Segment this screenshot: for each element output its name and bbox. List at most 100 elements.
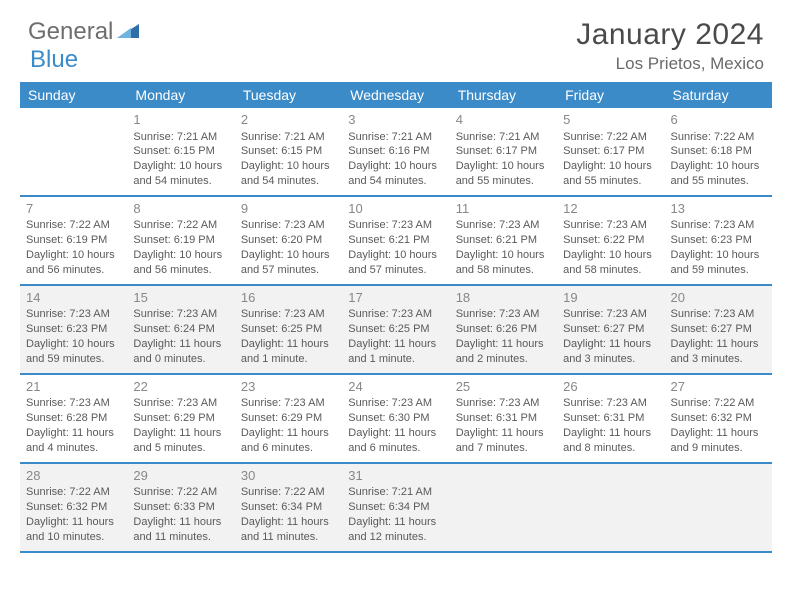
sunrise-text: Sunrise: 7:23 AM <box>456 218 553 233</box>
empty-cell <box>557 464 664 551</box>
daylight-text: Daylight: 11 hours <box>26 426 123 441</box>
sunset-text: Sunset: 6:21 PM <box>456 233 553 248</box>
sunset-text: Sunset: 6:29 PM <box>133 411 230 426</box>
brand-part1: General <box>28 18 113 46</box>
daylight-text: Daylight: 10 hours <box>26 248 123 263</box>
sunrise-text: Sunrise: 7:23 AM <box>671 218 768 233</box>
month-title: January 2024 <box>576 18 764 52</box>
dayname-header: Friday <box>557 82 664 108</box>
day-number: 24 <box>348 378 445 396</box>
day-number: 17 <box>348 289 445 307</box>
daylight-text: Daylight: 11 hours <box>26 515 123 530</box>
empty-cell <box>20 108 127 195</box>
day-number: 5 <box>563 111 660 129</box>
day-number: 8 <box>133 200 230 218</box>
day-number: 27 <box>671 378 768 396</box>
daylight-text: Daylight: 11 hours <box>348 337 445 352</box>
sunrise-text: Sunrise: 7:23 AM <box>348 307 445 322</box>
week-row: 21Sunrise: 7:23 AMSunset: 6:28 PMDayligh… <box>20 375 772 464</box>
day-number: 19 <box>563 289 660 307</box>
daylight-text: and 56 minutes. <box>133 263 230 278</box>
daylight-text: and 3 minutes. <box>671 352 768 367</box>
sunset-text: Sunset: 6:32 PM <box>26 500 123 515</box>
day-cell: 22Sunrise: 7:23 AMSunset: 6:29 PMDayligh… <box>127 375 234 462</box>
sunset-text: Sunset: 6:27 PM <box>671 322 768 337</box>
daylight-text: Daylight: 10 hours <box>563 159 660 174</box>
sunrise-text: Sunrise: 7:22 AM <box>563 130 660 145</box>
day-number: 21 <box>26 378 123 396</box>
daylight-text: and 58 minutes. <box>563 263 660 278</box>
sunset-text: Sunset: 6:34 PM <box>241 500 338 515</box>
sunset-text: Sunset: 6:24 PM <box>133 322 230 337</box>
day-cell: 12Sunrise: 7:23 AMSunset: 6:22 PMDayligh… <box>557 197 664 284</box>
sunset-text: Sunset: 6:25 PM <box>241 322 338 337</box>
day-cell: 1Sunrise: 7:21 AMSunset: 6:15 PMDaylight… <box>127 108 234 195</box>
daylight-text: Daylight: 10 hours <box>241 159 338 174</box>
sunset-text: Sunset: 6:19 PM <box>133 233 230 248</box>
daylight-text: and 4 minutes. <box>26 441 123 456</box>
day-number: 14 <box>26 289 123 307</box>
logo-triangle-icon <box>117 20 139 43</box>
sunset-text: Sunset: 6:27 PM <box>563 322 660 337</box>
day-cell: 11Sunrise: 7:23 AMSunset: 6:21 PMDayligh… <box>450 197 557 284</box>
day-number: 12 <box>563 200 660 218</box>
day-cell: 8Sunrise: 7:22 AMSunset: 6:19 PMDaylight… <box>127 197 234 284</box>
sunrise-text: Sunrise: 7:22 AM <box>671 396 768 411</box>
day-number: 9 <box>241 200 338 218</box>
empty-cell <box>665 464 772 551</box>
day-number: 29 <box>133 467 230 485</box>
sunset-text: Sunset: 6:28 PM <box>26 411 123 426</box>
sunrise-text: Sunrise: 7:21 AM <box>241 130 338 145</box>
sunset-text: Sunset: 6:31 PM <box>456 411 553 426</box>
sunset-text: Sunset: 6:25 PM <box>348 322 445 337</box>
daylight-text: and 55 minutes. <box>456 174 553 189</box>
day-cell: 13Sunrise: 7:23 AMSunset: 6:23 PMDayligh… <box>665 197 772 284</box>
sunrise-text: Sunrise: 7:23 AM <box>563 396 660 411</box>
daylight-text: Daylight: 11 hours <box>456 337 553 352</box>
day-number: 2 <box>241 111 338 129</box>
brand-part2: Blue <box>30 46 78 73</box>
location-label: Los Prietos, Mexico <box>576 54 764 74</box>
week-row: 14Sunrise: 7:23 AMSunset: 6:23 PMDayligh… <box>20 286 772 375</box>
day-number: 11 <box>456 200 553 218</box>
day-number: 3 <box>348 111 445 129</box>
sunset-text: Sunset: 6:16 PM <box>348 144 445 159</box>
page-header: General January 2024 Los Prietos, Mexico <box>0 0 792 82</box>
sunrise-text: Sunrise: 7:22 AM <box>26 218 123 233</box>
day-cell: 29Sunrise: 7:22 AMSunset: 6:33 PMDayligh… <box>127 464 234 551</box>
daylight-text: and 54 minutes. <box>133 174 230 189</box>
day-cell: 5Sunrise: 7:22 AMSunset: 6:17 PMDaylight… <box>557 108 664 195</box>
day-cell: 2Sunrise: 7:21 AMSunset: 6:15 PMDaylight… <box>235 108 342 195</box>
daylight-text: Daylight: 11 hours <box>241 515 338 530</box>
day-cell: 24Sunrise: 7:23 AMSunset: 6:30 PMDayligh… <box>342 375 449 462</box>
daylight-text: Daylight: 11 hours <box>133 515 230 530</box>
daylight-text: Daylight: 10 hours <box>133 159 230 174</box>
day-number: 18 <box>456 289 553 307</box>
daylight-text: Daylight: 10 hours <box>348 159 445 174</box>
sunset-text: Sunset: 6:23 PM <box>671 233 768 248</box>
daylight-text: and 54 minutes. <box>348 174 445 189</box>
sunrise-text: Sunrise: 7:22 AM <box>241 485 338 500</box>
day-number: 15 <box>133 289 230 307</box>
sunset-text: Sunset: 6:30 PM <box>348 411 445 426</box>
sunset-text: Sunset: 6:17 PM <box>563 144 660 159</box>
day-cell: 27Sunrise: 7:22 AMSunset: 6:32 PMDayligh… <box>665 375 772 462</box>
day-cell: 4Sunrise: 7:21 AMSunset: 6:17 PMDaylight… <box>450 108 557 195</box>
daylight-text: and 59 minutes. <box>671 263 768 278</box>
brand-logo: General <box>28 18 141 46</box>
sunset-text: Sunset: 6:18 PM <box>671 144 768 159</box>
daylight-text: and 7 minutes. <box>456 441 553 456</box>
daylight-text: Daylight: 10 hours <box>26 337 123 352</box>
daylight-text: and 55 minutes. <box>563 174 660 189</box>
daylight-text: Daylight: 11 hours <box>348 426 445 441</box>
sunrise-text: Sunrise: 7:23 AM <box>241 307 338 322</box>
day-number: 28 <box>26 467 123 485</box>
day-number: 10 <box>348 200 445 218</box>
daylight-text: and 1 minute. <box>348 352 445 367</box>
dayname-header: Thursday <box>450 82 557 108</box>
daylight-text: Daylight: 11 hours <box>348 515 445 530</box>
sunrise-text: Sunrise: 7:23 AM <box>133 307 230 322</box>
sunrise-text: Sunrise: 7:23 AM <box>348 396 445 411</box>
brand-blue-wrap: Blue <box>30 46 78 74</box>
day-cell: 20Sunrise: 7:23 AMSunset: 6:27 PMDayligh… <box>665 286 772 373</box>
